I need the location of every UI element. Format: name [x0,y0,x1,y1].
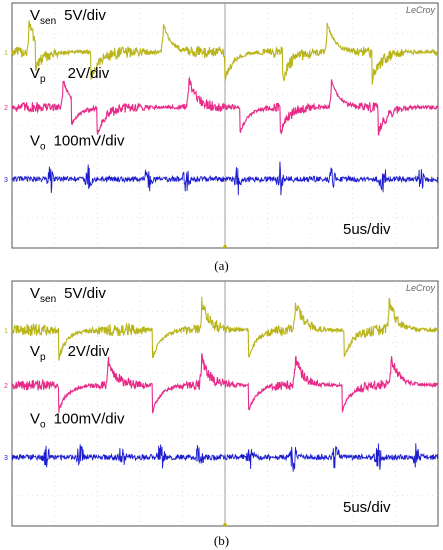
trace-vp [11,353,439,414]
trace-vo [11,161,439,196]
channel-marker: 3 [4,177,8,184]
channel-marker: 2 [4,105,8,112]
oscilloscope-screen-a: LeCroy 1 2 3 Vsen 5V/div Vp 2V/div Vo 100mV/div 5u… [4,2,439,249]
timebase-label: 5us/div [343,221,391,238]
caption-b: (b) [213,533,230,548]
label-vp: Vp 2V/div [30,65,110,85]
label-vp: Vp 2V/div [30,343,110,363]
channel-marker: 1 [4,50,8,57]
oscilloscope-panel-b: LeCroy 1 2 3 Vsen 5V/div Vp 2V/div Vo 100mV/div 5u… [0,278,443,530]
grid [12,3,438,248]
oscilloscope-screen-b: LeCroy 1 2 3 Vsen 5V/div Vp 2V/div Vo 100mV/div 5u… [4,280,439,527]
label-vsen: Vsen 5V/div [30,285,106,305]
trigger-marker [222,244,228,248]
channel-marker: 3 [4,455,8,462]
oscilloscope-panel-a: LeCroy 1 2 3 Vsen 5V/div Vp 2V/div Vo 100mV/div 5u… [0,0,443,252]
lecroy-brand: LeCroy [406,5,436,15]
channel-marker: 2 [4,383,8,390]
trigger-marker [222,522,228,526]
label-vo: Vo 100mV/div [30,410,125,430]
timebase-label: 5us/div [343,499,391,516]
caption-a: (a) [214,258,229,273]
trace-vsen [11,20,439,85]
trace-vp [11,76,439,136]
label-vsen: Vsen 5V/div [30,7,106,27]
lecroy-brand: LeCroy [406,283,436,293]
grid [12,281,438,526]
trace-vsen [11,296,439,361]
trace-vo [11,443,439,472]
channel-marker: 1 [4,328,8,335]
label-vo: Vo 100mV/div [30,132,125,152]
